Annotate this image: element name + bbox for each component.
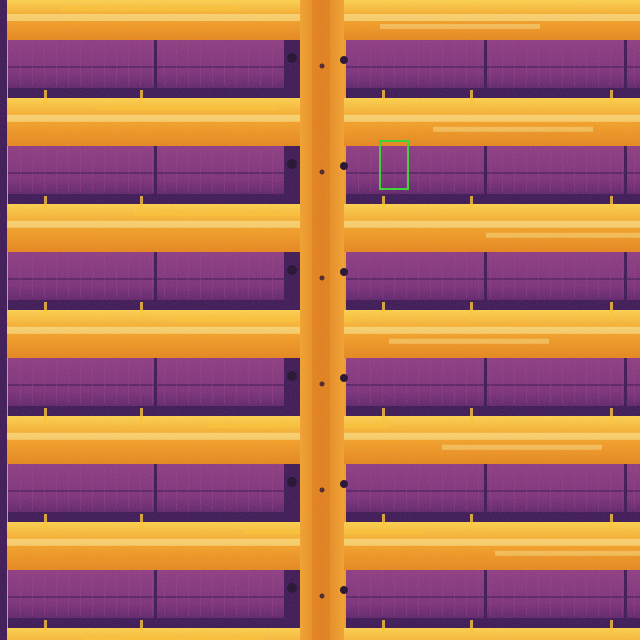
hotspot-detection-box[interactable] bbox=[379, 140, 409, 190]
